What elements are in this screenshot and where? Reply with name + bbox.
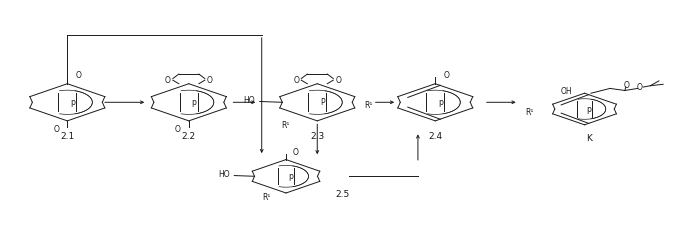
Text: 2.4: 2.4 — [428, 133, 443, 141]
Text: p: p — [70, 98, 75, 107]
Text: R¹: R¹ — [525, 108, 533, 117]
Text: p: p — [438, 98, 443, 107]
Text: O: O — [75, 71, 82, 80]
Text: p: p — [586, 104, 591, 114]
Text: p: p — [192, 98, 197, 107]
Text: HO: HO — [218, 170, 230, 179]
Text: R¹: R¹ — [365, 101, 373, 110]
Text: R¹: R¹ — [262, 193, 270, 202]
Text: O: O — [54, 125, 59, 134]
Text: 2.5: 2.5 — [335, 190, 350, 199]
Text: p: p — [288, 172, 293, 181]
Text: O: O — [637, 83, 643, 92]
Text: P: P — [320, 98, 325, 107]
Text: 2.1: 2.1 — [60, 133, 75, 141]
Text: O: O — [293, 76, 299, 85]
Text: O: O — [207, 76, 213, 85]
Text: 2.2: 2.2 — [182, 133, 196, 141]
Text: 2.3: 2.3 — [310, 133, 324, 141]
Text: O: O — [443, 71, 449, 80]
Text: O: O — [624, 81, 630, 90]
Text: OH: OH — [560, 87, 572, 96]
Text: O: O — [165, 76, 171, 85]
Text: R¹: R¹ — [282, 121, 290, 130]
Text: O: O — [335, 76, 342, 85]
Text: O: O — [175, 125, 181, 134]
Text: O: O — [293, 148, 299, 157]
Text: K: K — [586, 134, 592, 143]
Text: HO: HO — [243, 96, 255, 105]
